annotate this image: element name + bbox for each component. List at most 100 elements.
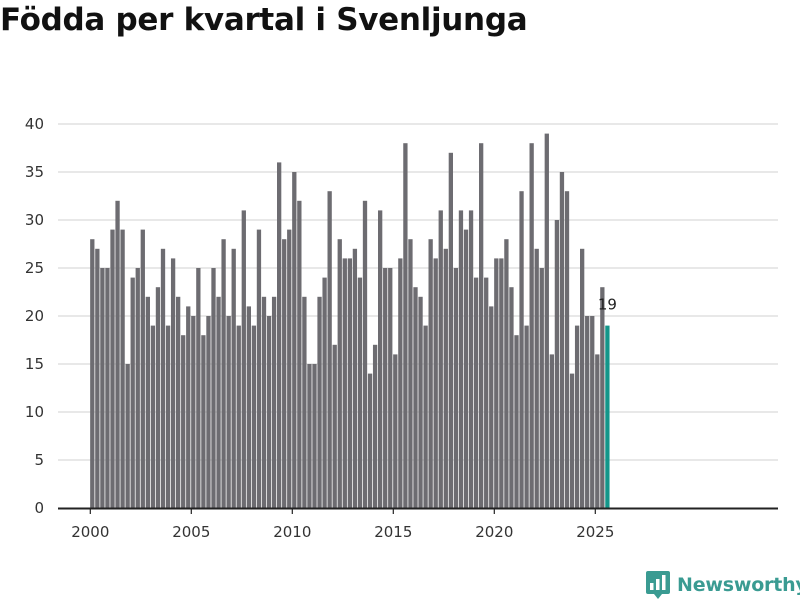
bar: [499, 258, 504, 508]
y-tick-label: 5: [34, 451, 44, 469]
bar: [297, 200, 302, 509]
y-tick-label: 10: [25, 403, 44, 421]
bar: [105, 268, 110, 508]
bar: [539, 268, 544, 508]
bar: [282, 239, 287, 508]
bar: [231, 248, 236, 509]
x-tick-label: 2010: [273, 523, 311, 541]
bar: [600, 287, 605, 508]
bar: [150, 325, 156, 508]
bar: [549, 354, 554, 508]
bar: [302, 296, 307, 508]
bar: [90, 239, 95, 508]
bar: [277, 162, 282, 508]
bar: [574, 325, 580, 508]
bar: [352, 248, 358, 509]
x-axis-ticks: 2000 2005 2010 2015 2020 2025: [71, 508, 614, 541]
bar: [256, 229, 262, 508]
bar: [428, 239, 433, 508]
bar: [125, 364, 130, 508]
bar: [463, 229, 469, 508]
bar: [165, 325, 171, 508]
x-tick-label: 2005: [172, 523, 210, 541]
bar: [196, 268, 201, 508]
bar: [544, 133, 549, 508]
bar-chart-logo-icon: [646, 571, 670, 599]
bar: [221, 239, 226, 508]
bar: [529, 143, 534, 508]
bar: [524, 325, 529, 508]
bar-latest: [605, 325, 610, 508]
y-tick-label: 25: [25, 259, 44, 277]
bar: [403, 143, 408, 508]
bar: [569, 373, 575, 508]
bar: [130, 277, 135, 508]
bar: [287, 229, 292, 508]
bar: [241, 210, 246, 508]
x-tick-label: 2020: [475, 523, 513, 541]
bar: [246, 306, 251, 508]
bar: [595, 354, 600, 508]
bar: [473, 277, 479, 508]
bar: [155, 287, 161, 508]
bar: [135, 268, 140, 508]
bar: [393, 354, 398, 508]
x-tick-label: 2000: [71, 523, 109, 541]
bar: [206, 316, 211, 508]
bar: [120, 229, 125, 508]
bar: [514, 335, 519, 508]
bar: [468, 210, 474, 508]
newsworthy-logo: Newsworthy: [645, 570, 800, 600]
bar: [383, 268, 388, 508]
bar: [342, 258, 347, 508]
bar: [413, 287, 418, 508]
bar: [145, 296, 150, 508]
y-tick-label: 40: [25, 115, 44, 133]
bar: [201, 335, 206, 508]
bar: [388, 268, 393, 508]
bar: [327, 191, 332, 508]
bar: [448, 152, 453, 509]
bar: [216, 296, 221, 508]
bar: [494, 258, 499, 508]
bar: [367, 373, 373, 508]
bar: [453, 268, 459, 508]
bar: [398, 258, 403, 508]
bar: [317, 296, 322, 508]
bar: [438, 210, 443, 508]
last-value-label: 19: [598, 296, 617, 314]
bar: [266, 316, 272, 508]
bar: [504, 239, 509, 508]
bar: [564, 191, 570, 508]
bar: [211, 268, 216, 508]
bar: [337, 239, 342, 508]
bar: [307, 364, 312, 508]
bar: [372, 344, 378, 508]
y-tick-label: 30: [25, 211, 44, 229]
bar: [519, 191, 524, 508]
y-tick-label: 15: [25, 355, 44, 373]
bar: [585, 316, 590, 508]
bar: [312, 364, 317, 508]
bar: [95, 248, 100, 509]
bar: [554, 220, 560, 508]
bar: [251, 325, 257, 508]
bar: [271, 296, 277, 508]
bar: [423, 325, 428, 508]
brand-name: Newsworthy: [677, 574, 800, 596]
bar: [115, 200, 120, 509]
bar: [378, 210, 383, 508]
bar: [362, 200, 368, 509]
bar: [186, 306, 191, 508]
bar: [261, 296, 267, 508]
bar: [236, 325, 241, 508]
bar: [418, 296, 423, 508]
x-tick-label: 2025: [576, 523, 614, 541]
bar: [332, 344, 337, 508]
bar: [534, 248, 539, 509]
bar: [110, 229, 115, 508]
bar: [191, 316, 196, 508]
bar: [357, 277, 363, 508]
bar: [181, 335, 186, 508]
